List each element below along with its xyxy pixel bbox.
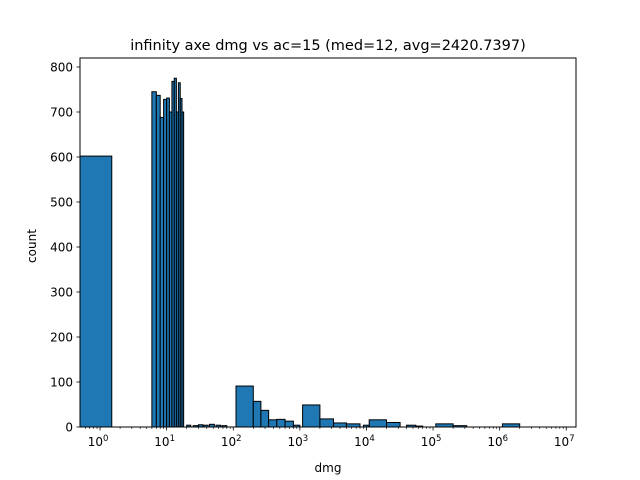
histogram-bar <box>181 111 185 428</box>
x-tick-label: 102 <box>221 434 242 449</box>
histogram-bar <box>252 400 262 428</box>
histogram-bar <box>151 91 157 428</box>
histogram-bar <box>368 419 388 428</box>
histogram-bar <box>260 409 270 428</box>
histogram-bar <box>79 155 113 428</box>
histogram-bar <box>302 404 321 428</box>
histogram-bar <box>386 422 401 428</box>
chart-title: infinity axe dmg vs ac=15 (med=12, avg=2… <box>130 38 526 54</box>
y-tick-label: 500 <box>50 196 73 210</box>
x-tick-label: 106 <box>487 434 508 449</box>
plot-frame <box>79 57 577 428</box>
histogram-bar <box>333 422 347 428</box>
histogram-bar <box>235 385 254 428</box>
histogram-bar <box>155 94 161 428</box>
x-tick-label: 107 <box>554 434 575 449</box>
y-tick-label: 800 <box>50 61 73 75</box>
histogram-bar <box>276 418 286 428</box>
y-tick-label: 700 <box>50 106 73 120</box>
x-tick-label: 101 <box>154 434 175 449</box>
x-axis-label: dmg <box>315 461 342 475</box>
x-axis-ticks: 100 101 102 103 104 105 106 107 <box>84 427 575 449</box>
y-tick-label: 100 <box>50 376 73 390</box>
x-tick-label: 105 <box>421 434 442 449</box>
x-tick-label: 104 <box>354 434 375 449</box>
y-tick-label: 600 <box>50 151 73 165</box>
histogram-bar <box>159 116 165 428</box>
histogram-bar <box>268 419 278 428</box>
histogram-bar <box>284 420 294 428</box>
x-tick-label: 103 <box>288 434 309 449</box>
histogram-bar <box>319 418 335 428</box>
y-axis-label: count <box>25 229 39 263</box>
x-tick-label: 100 <box>88 434 109 449</box>
y-tick-label: 300 <box>50 286 73 300</box>
y-tick-label: 0 <box>65 421 73 435</box>
y-axis-ticks: 0 100 200 300 400 500 600 700 800 <box>50 61 80 435</box>
y-tick-label: 200 <box>50 331 73 345</box>
y-tick-label: 400 <box>50 241 73 255</box>
